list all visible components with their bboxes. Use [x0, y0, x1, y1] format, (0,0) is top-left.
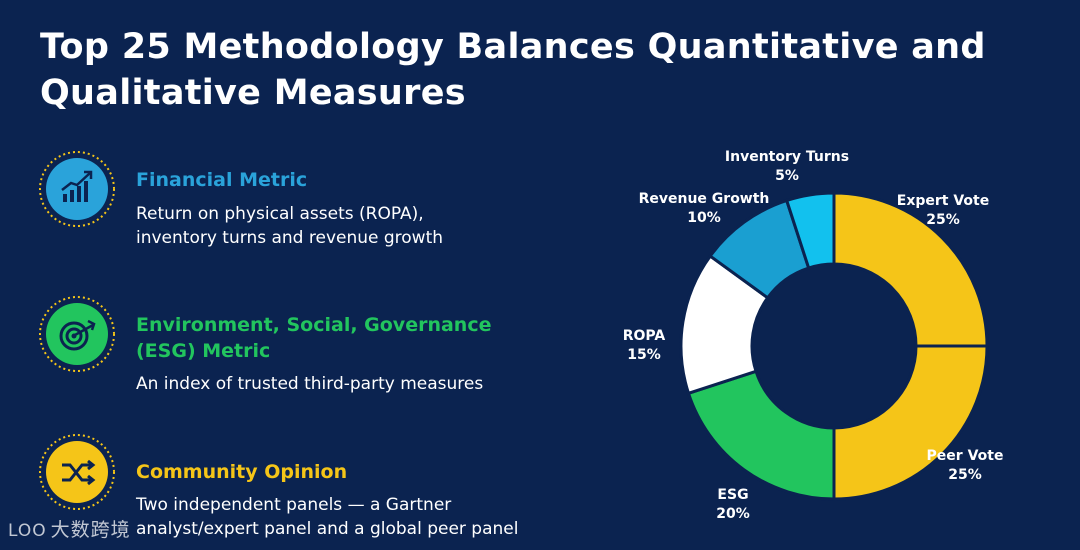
slice-value-label: 20%	[716, 506, 750, 522]
page-title: Top 25 Methodology Balances Quantitative…	[40, 27, 986, 113]
slice-label: ESG	[717, 487, 748, 503]
slice-value-label: 15%	[627, 347, 661, 363]
slice-value-label: 25%	[926, 212, 960, 228]
slice-label: Inventory Turns	[725, 149, 849, 165]
financial-metric-heading: Financial Metric	[136, 169, 308, 191]
financial-metric-description: Return on physical assets (ROPA), invent…	[136, 204, 444, 248]
slice-value-label: 10%	[687, 210, 721, 226]
esg-metric-heading: Environment, Social, Governance (ESG) Me…	[136, 314, 492, 362]
growth-chart-icon	[38, 150, 116, 228]
community-opinion-heading: Community Opinion	[136, 461, 348, 483]
slice-value-label: 5%	[775, 168, 799, 184]
slice-label: Expert Vote	[897, 193, 989, 209]
watermark-text: 大数跨境	[50, 519, 131, 541]
slice-peer-vote	[832, 344, 989, 501]
slice-label: Peer Vote	[927, 448, 1004, 464]
slice-esg	[686, 369, 836, 501]
slice-value-label: 25%	[948, 467, 982, 483]
slice-label: ROPA	[623, 328, 666, 344]
esg-metric-description: An index of trusted third-party measures	[136, 374, 484, 394]
community-opinion-description: Two independent panels — a Gartner analy…	[136, 495, 519, 539]
target-icon	[38, 295, 116, 373]
watermark-logo: LOO	[8, 521, 47, 541]
slice-inventory-turns	[784, 191, 836, 270]
watermark: LOO 大数跨境	[8, 515, 131, 542]
shuffle-icon	[38, 433, 116, 511]
slice-label: Revenue Growth	[639, 191, 770, 207]
methodology-donut-chart: Expert Vote 25% Peer Vote 25% ESG 20% ROPA 15% R…	[600, 120, 1080, 540]
slice-expert-vote	[832, 191, 989, 348]
